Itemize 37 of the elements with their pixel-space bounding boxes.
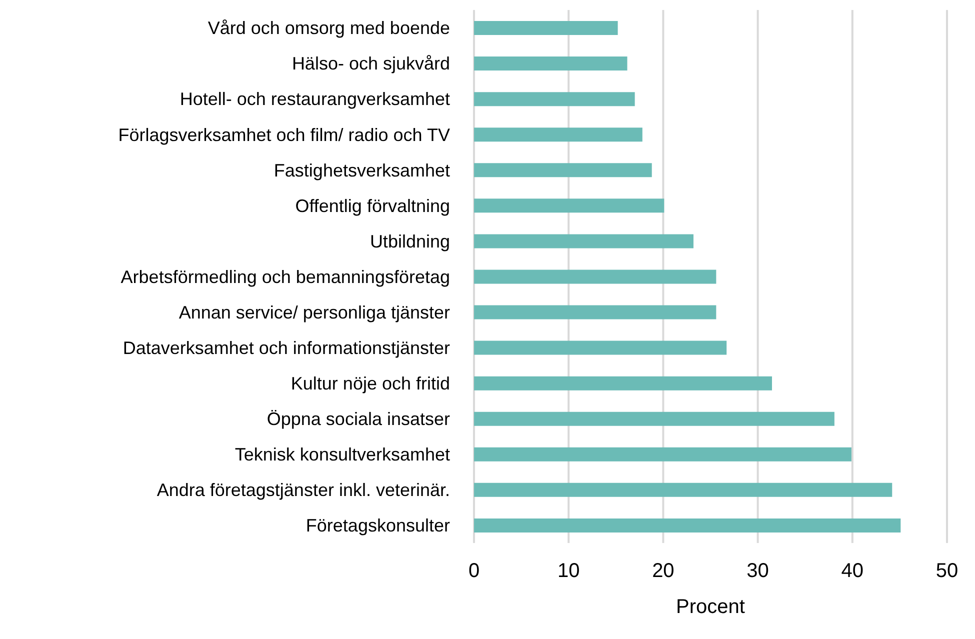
y-tick-label: Utbildning — [370, 231, 450, 252]
y-tick-label: Hälso- och sjukvård — [292, 54, 450, 74]
y-tick-label: Andra företagstjänster inkl. veterinär. — [156, 480, 450, 500]
y-tick-label: Företagskonsulter — [306, 516, 450, 536]
bar — [474, 128, 642, 142]
x-tick-label: 10 — [557, 560, 580, 582]
bar — [474, 376, 772, 390]
bar — [474, 447, 852, 462]
bar — [474, 482, 892, 497]
y-tick-label: Öppna sociala insatser — [266, 409, 450, 430]
bar — [474, 198, 664, 213]
bar — [474, 518, 901, 532]
bar — [474, 163, 652, 178]
bar — [474, 270, 716, 284]
bar — [474, 56, 628, 71]
y-tick-label: Annan service/ personliga tjänster — [178, 302, 450, 322]
x-tick-label: 50 — [936, 560, 958, 582]
y-tick-label: Förlagsverksamhet och film/ radio och TV — [118, 124, 450, 145]
y-tick-label: Hotell- och restaurangverksamhet — [180, 89, 450, 110]
y-tick-label: Teknisk konsultverksamhet — [234, 444, 450, 465]
x-tick-label: 40 — [841, 560, 864, 582]
y-tick-label: Arbetsförmedling och bemanningsföretag — [120, 266, 450, 287]
bar — [474, 92, 635, 106]
x-axis-title: Procent — [676, 596, 746, 618]
x-tick-label: 20 — [652, 560, 674, 582]
x-tick-label: 30 — [746, 560, 769, 582]
y-tick-label: Fastighetsverksamhet — [274, 160, 450, 180]
bar — [474, 412, 834, 426]
bar — [474, 305, 716, 320]
bar — [474, 21, 618, 35]
bar — [474, 234, 694, 248]
x-tick-label: 0 — [468, 560, 480, 582]
y-tick-label: Offentlig förvaltning — [295, 196, 450, 216]
y-tick-label: Dataverksamhet och informationstjänster — [122, 338, 450, 358]
y-tick-label: Vård och omsorg med boende — [208, 18, 450, 38]
bar — [474, 340, 727, 355]
y-tick-label: Kultur nöje och fritid — [290, 373, 450, 394]
